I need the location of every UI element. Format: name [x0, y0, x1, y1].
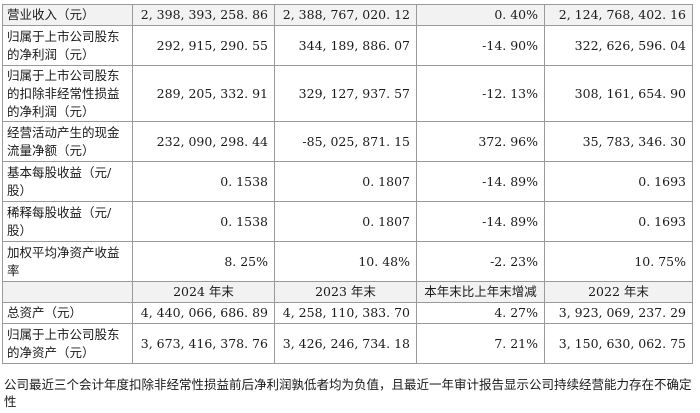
value-change: 372. 96%: [416, 121, 545, 162]
table-row: 营业收入（元） 2, 398, 393, 258. 86 2, 388, 767…: [2, 4, 693, 26]
value-2022: 308, 161, 654. 90: [544, 65, 693, 122]
value-2023: 3, 426, 246, 734. 18: [274, 323, 417, 364]
value-change: -14. 89%: [416, 161, 545, 202]
value-change: -14. 90%: [416, 25, 545, 66]
value-2024: 4, 440, 066, 686. 89: [132, 302, 275, 324]
value-2022: 0. 1693: [544, 161, 693, 202]
value-2023: 0. 1807: [274, 201, 417, 242]
value-2022: 35, 783, 346. 30: [544, 121, 693, 162]
table-row: 基本每股收益（元/股） 0. 1538 0. 1807 -14. 89% 0. …: [2, 161, 693, 202]
value-change: 0. 40%: [416, 4, 545, 26]
table-row: 总资产（元） 4, 440, 066, 686. 89 4, 258, 110,…: [2, 302, 693, 324]
row-label: 经营活动产生的现金流量净额（元）: [2, 121, 133, 162]
value-2024: 232, 090, 298. 44: [132, 121, 275, 162]
value-change: 7. 21%: [416, 323, 545, 364]
table-row: 归属于上市公司股东的净资产（元） 3, 673, 416, 378. 76 3,…: [2, 323, 693, 364]
value-2024: 289, 205, 332. 91: [132, 65, 275, 122]
row-label: 归属于上市公司股东的净利润（元）: [2, 25, 133, 66]
value-2023: 2, 388, 767, 020. 12: [274, 4, 417, 26]
header-change: 本年末比上年末增减: [416, 281, 545, 303]
period-end-header-row: 2024 年末 2023 年末 本年末比上年末增减 2022 年末: [2, 281, 693, 303]
value-2023: -85, 025, 871. 15: [274, 121, 417, 162]
table-row: 归属于上市公司股东的扣除非经常性损益的净利润（元） 289, 205, 332.…: [2, 65, 693, 122]
header-2023-end: 2023 年末: [274, 281, 417, 303]
table-row: 加权平均净资产收益率 8. 25% 10. 48% -2. 23% 10. 75…: [2, 241, 693, 282]
table-row: 经营活动产生的现金流量净额（元） 232, 090, 298. 44 -85, …: [2, 121, 693, 162]
header-2022-end: 2022 年末: [544, 281, 693, 303]
value-2023: 4, 258, 110, 383. 70: [274, 302, 417, 324]
table-row: 稀释每股收益（元/股） 0. 1538 0. 1807 -14. 89% 0. …: [2, 201, 693, 242]
value-2022: 10. 75%: [544, 241, 693, 282]
value-change: 4. 27%: [416, 302, 545, 324]
value-2022: 3, 150, 630, 062. 75: [544, 323, 693, 364]
value-2022: 2, 124, 768, 402. 16: [544, 4, 693, 26]
value-2024: 3, 673, 416, 378. 76: [132, 323, 275, 364]
value-2024: 292, 915, 290. 55: [132, 25, 275, 66]
going-concern-note: 公司最近三个会计年度扣除非经常性损益前后净利润孰低者均为负值，且最近一年审计报告…: [4, 377, 692, 409]
row-label: 归属于上市公司股东的扣除非经常性损益的净利润（元）: [2, 65, 133, 122]
value-2023: 0. 1807: [274, 161, 417, 202]
row-label: 总资产（元）: [2, 302, 133, 324]
value-2024: 0. 1538: [132, 201, 275, 242]
value-2023: 329, 127, 937. 57: [274, 65, 417, 122]
value-2022: 3, 923, 069, 237. 29: [544, 302, 693, 324]
value-2023: 10. 48%: [274, 241, 417, 282]
row-label: 基本每股收益（元/股）: [2, 161, 133, 202]
table-row: 归属于上市公司股东的净利润（元） 292, 915, 290. 55 344, …: [2, 25, 693, 66]
row-label: 稀释每股收益（元/股）: [2, 201, 133, 242]
row-label: 归属于上市公司股东的净资产（元）: [2, 323, 133, 364]
value-2023: 344, 189, 886. 07: [274, 25, 417, 66]
header-2024-end: 2024 年末: [132, 281, 275, 303]
value-2022: 0. 1693: [544, 201, 693, 242]
financial-indicators-table: 营业收入（元） 2, 398, 393, 258. 86 2, 388, 767…: [2, 4, 693, 364]
value-change: -2. 23%: [416, 241, 545, 282]
value-2024: 2, 398, 393, 258. 86: [132, 4, 275, 26]
row-label: 营业收入（元）: [2, 4, 133, 26]
value-2022: 322, 626, 596. 04: [544, 25, 693, 66]
value-2024: 8. 25%: [132, 241, 275, 282]
value-change: -14. 89%: [416, 201, 545, 242]
value-2024: 0. 1538: [132, 161, 275, 202]
value-change: -12. 13%: [416, 65, 545, 122]
row-label: 加权平均净资产收益率: [2, 241, 133, 282]
header-blank-cell: [2, 281, 133, 303]
